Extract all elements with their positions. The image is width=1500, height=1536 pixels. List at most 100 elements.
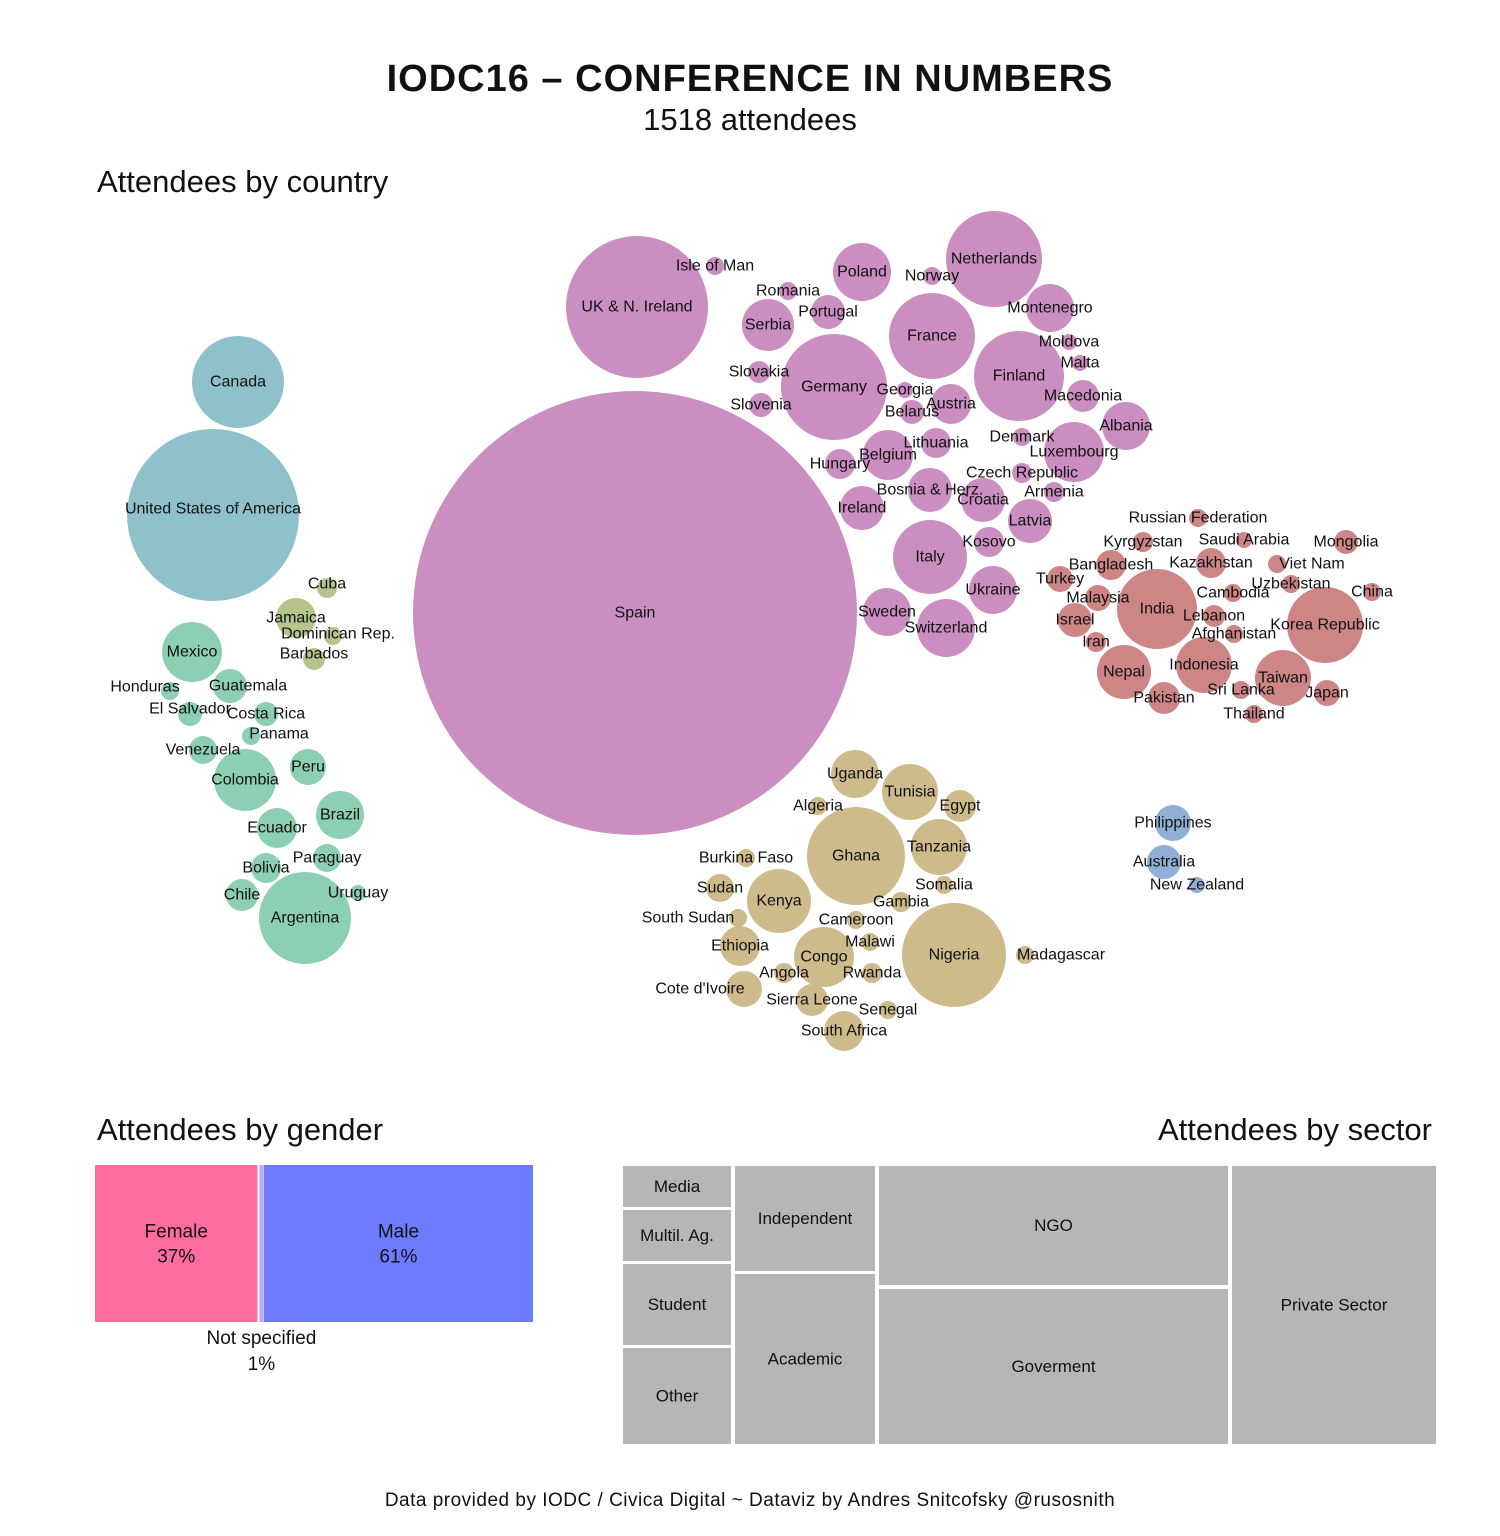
bubble-netherlands[interactable] (946, 211, 1042, 307)
bubble-panama[interactable] (242, 727, 260, 745)
bubble-portugal[interactable] (811, 295, 845, 329)
sector-cell-private-sector[interactable] (1232, 1166, 1436, 1444)
bubble-angola[interactable] (774, 963, 794, 983)
bubble-tanzania[interactable] (911, 819, 967, 875)
bubble-cameroon[interactable] (847, 911, 865, 929)
bubble-bolivia[interactable] (251, 853, 281, 883)
bubble-mexico[interactable] (162, 622, 222, 682)
bubble-uganda[interactable] (831, 750, 879, 798)
bubble-belarus[interactable] (900, 400, 924, 424)
bubble-slovenia[interactable] (749, 393, 773, 417)
gender-bar-male[interactable] (263, 1165, 533, 1322)
bubble-barbados[interactable] (303, 648, 325, 670)
bubble-bosnia-herz[interactable] (908, 468, 952, 512)
bubble-guatemala[interactable] (213, 669, 247, 703)
bubble-serbia[interactable] (742, 299, 794, 351)
bubble-romania[interactable] (779, 282, 797, 300)
bubble-hungary[interactable] (825, 449, 855, 479)
sector-cell-media[interactable] (623, 1166, 731, 1207)
bubble-viet-nam[interactable] (1268, 555, 1286, 573)
bubble-philippines[interactable] (1155, 805, 1191, 841)
bubble-sri-lanka[interactable] (1232, 681, 1250, 699)
bubble-kazakhstan[interactable] (1196, 548, 1226, 578)
sector-cell-ngo[interactable] (879, 1166, 1228, 1285)
bubble-uk-n-ireland[interactable] (566, 236, 708, 378)
bubble-dominican-rep[interactable] (324, 627, 342, 645)
bubble-jamaica[interactable] (276, 598, 316, 638)
bubble-lithuania[interactable] (921, 428, 951, 458)
bubble-india[interactable] (1117, 569, 1197, 649)
bubble-venezuela[interactable] (189, 736, 217, 764)
bubble-honduras[interactable] (161, 682, 179, 700)
bubble-croatia[interactable] (961, 478, 1005, 522)
bubble-latvia[interactable] (1008, 499, 1052, 543)
bubble-nepal[interactable] (1097, 645, 1151, 699)
bubble-france[interactable] (889, 293, 975, 379)
bubble-slovakia[interactable] (748, 361, 770, 383)
bubble-italy[interactable] (893, 520, 967, 594)
bubble-ukraine[interactable] (969, 566, 1017, 614)
bubble-peru[interactable] (290, 749, 326, 785)
bubble-turkey[interactable] (1047, 566, 1073, 592)
bubble-south-africa[interactable] (824, 1011, 864, 1051)
bubble-austria[interactable] (931, 384, 971, 424)
bubble-ethiopia[interactable] (720, 926, 760, 966)
gender-bar-female[interactable] (95, 1165, 258, 1322)
bubble-mongolia[interactable] (1334, 530, 1358, 554)
bubble-lebanon[interactable] (1203, 605, 1225, 627)
bubble-brazil[interactable] (316, 791, 364, 839)
bubble-taiwan[interactable] (1255, 650, 1311, 706)
bubble-sweden[interactable] (863, 588, 911, 636)
bubble-kenya[interactable] (747, 869, 811, 933)
bubble-uzbekistan[interactable] (1282, 575, 1300, 593)
sector-cell-other[interactable] (623, 1348, 731, 1444)
bubble-algeria[interactable] (809, 797, 827, 815)
bubble-isle-of-man[interactable] (706, 257, 724, 275)
bubble-germany[interactable] (781, 334, 887, 440)
bubble-belgium[interactable] (863, 430, 913, 480)
bubble-somalia[interactable] (935, 876, 953, 894)
bubble-montenegro[interactable] (1026, 284, 1074, 332)
bubble-tunisia[interactable] (882, 764, 938, 820)
bubble-georgia[interactable] (897, 382, 913, 398)
bubble-argentina[interactable] (259, 872, 351, 964)
bubble-armenia[interactable] (1044, 482, 1064, 502)
bubble-congo[interactable] (794, 927, 854, 987)
bubble-south-sudan[interactable] (729, 909, 747, 927)
gender-bar-not-specified[interactable] (259, 1165, 264, 1322)
bubble-rwanda[interactable] (862, 963, 882, 983)
bubble-albania[interactable] (1102, 402, 1150, 450)
bubble-saudi-arabia[interactable] (1236, 532, 1252, 548)
bubble-egypt[interactable] (944, 790, 976, 822)
bubble-cote-d-ivoire[interactable] (726, 971, 762, 1007)
bubble-japan[interactable] (1314, 680, 1340, 706)
bubble-israel[interactable] (1058, 603, 1092, 637)
bubble-gambia[interactable] (891, 892, 911, 912)
bubble-denmark[interactable] (1013, 428, 1031, 446)
bubble-malta[interactable] (1072, 355, 1088, 371)
bubble-malawi[interactable] (861, 933, 879, 951)
sector-cell-student[interactable] (623, 1264, 731, 1345)
bubble-pakistan[interactable] (1148, 682, 1180, 714)
bubble-moldova[interactable] (1061, 334, 1077, 350)
bubble-malaysia[interactable] (1085, 585, 1111, 611)
bubble-kosovo[interactable] (974, 527, 1004, 557)
bubble-costa-rica[interactable] (254, 702, 278, 726)
bubble-nigeria[interactable] (902, 903, 1006, 1007)
bubble-iran[interactable] (1086, 632, 1106, 652)
bubble-bangladesh[interactable] (1096, 550, 1126, 580)
bubble-senegal[interactable] (879, 1001, 897, 1019)
bubble-afghanistan[interactable] (1225, 625, 1243, 643)
bubble-poland[interactable] (833, 243, 891, 301)
bubble-cuba[interactable] (317, 578, 337, 598)
bubble-russian-federation[interactable] (1189, 509, 1207, 527)
bubble-canada[interactable] (192, 336, 284, 428)
bubble-czech-republic[interactable] (1012, 463, 1032, 483)
bubble-australia[interactable] (1147, 845, 1181, 879)
bubble-sierra-leone[interactable] (796, 984, 828, 1016)
bubble-finland[interactable] (974, 331, 1064, 421)
bubble-switzerland[interactable] (917, 599, 975, 657)
bubble-macedonia[interactable] (1067, 380, 1099, 412)
bubble-ghana[interactable] (807, 807, 905, 905)
sector-cell-goverment[interactable] (879, 1289, 1228, 1444)
